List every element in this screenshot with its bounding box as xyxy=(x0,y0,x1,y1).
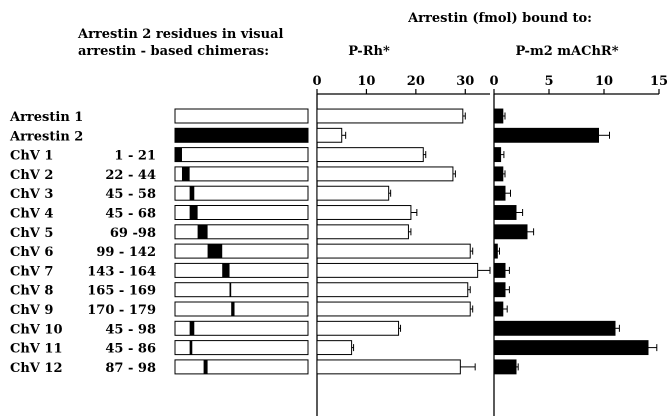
schematic-bar-arrestin-2 xyxy=(174,127,309,143)
bar-p-rh-chv-7 xyxy=(316,262,479,278)
schematic-segment-chv-12 xyxy=(203,359,208,374)
bar-p-m2-chv-10 xyxy=(493,320,616,336)
schematic-bar-chv-12 xyxy=(174,359,309,375)
rows-layer: Arrestin 1 Arrestin 2 ChV 1 1 - 21 ChV 2 22 -… xyxy=(9,108,309,376)
bar-p-rh-chv-4 xyxy=(316,205,412,220)
schematic-header-line-2: arrestin - based chimeras: xyxy=(78,44,269,59)
bar-p-m2-chv-2 xyxy=(493,166,504,182)
schematic-segment-chv-11 xyxy=(189,340,193,355)
bar-p-rh-chv-3 xyxy=(316,185,390,201)
bar-p-m2-chv-3 xyxy=(493,185,506,201)
x-tick-label: 30 xyxy=(456,74,474,89)
schematic-bar-chv-5 xyxy=(174,224,309,240)
schematic-bar-chv-11 xyxy=(174,340,309,356)
bar-p-m2-chv-11 xyxy=(493,340,649,356)
bar-p-m2-arrestin-1 xyxy=(493,108,504,124)
schematic-bar-chv-7 xyxy=(174,262,309,278)
row-label: ChV 2 xyxy=(10,168,53,183)
residue-range: 45 - 98 xyxy=(105,322,156,337)
x-tick-label: 10 xyxy=(357,74,375,89)
bar-p-rh-chv-2 xyxy=(316,166,454,182)
schematic-bar-chv-3 xyxy=(174,185,309,201)
bar-p-m2-arrestin-2 xyxy=(493,127,599,143)
schematic-segment-chv-10 xyxy=(189,321,195,336)
schematic-bar-chv-6 xyxy=(174,243,309,259)
schematic-segment-chv-8 xyxy=(229,282,232,297)
bar-p-m2-chv-6 xyxy=(493,243,498,259)
schematic-bar-chv-4 xyxy=(174,205,309,220)
bar-p-rh-chv-8 xyxy=(316,282,469,298)
row-label: ChV 12 xyxy=(10,361,63,376)
schematic-segment-chv-6 xyxy=(207,244,223,259)
bar-p-rh-chv-10 xyxy=(316,320,400,336)
residue-range: 99 - 142 xyxy=(96,245,156,260)
schematic-bar-chv-2 xyxy=(174,166,309,182)
bar-p-m2-chv-1 xyxy=(493,147,502,163)
residue-range: 22 - 44 xyxy=(105,168,156,183)
schematic-bar-chv-9 xyxy=(174,301,309,317)
schematic-bar-chv-8 xyxy=(174,282,309,298)
bar-p-m2-chv-8 xyxy=(493,282,506,298)
row-label: Arrestin 1 xyxy=(9,110,83,125)
schematic-segment-chv-9 xyxy=(231,302,235,316)
chart-title: Arrestin (fmol) bound to: xyxy=(407,11,592,26)
row-label: ChV 11 xyxy=(10,342,63,357)
bar-p-rh-arrestin-2 xyxy=(316,127,343,143)
bar-p-rh-arrestin-1 xyxy=(316,108,464,124)
x-tick-label: 15 xyxy=(650,74,668,89)
x-tick-label: 0 xyxy=(312,74,321,89)
bar-p-m2-chv-12 xyxy=(493,359,517,375)
bar-p-rh-chv-1 xyxy=(316,147,424,163)
x-tick-label: 5 xyxy=(544,74,553,89)
residue-range: 143 - 164 xyxy=(87,264,156,279)
residue-range: 165 - 169 xyxy=(87,284,156,299)
schematic-header-line-1: Arrestin 2 residues in visual xyxy=(77,27,284,42)
residue-range: 1 - 21 xyxy=(114,149,156,164)
schematic-segment-chv-3 xyxy=(189,186,195,201)
row-label: ChV 4 xyxy=(10,207,53,222)
schematic-segment-chv-5 xyxy=(197,224,208,239)
schematic-bar-chv-10 xyxy=(174,320,309,336)
bar-p-rh-chv-12 xyxy=(316,359,461,375)
bar-p-m2-chv-7 xyxy=(493,262,506,278)
x-tick-label: 20 xyxy=(407,74,425,89)
x-tick-label: 10 xyxy=(595,74,613,89)
x-tick-label: 0 xyxy=(489,74,498,89)
panel-title-p-rh: P-Rh* xyxy=(348,44,390,59)
panel-layer: 0 10 20 30 0 5 10 15 xyxy=(312,74,668,416)
bar-p-m2-chv-5 xyxy=(493,224,528,240)
row-label: Arrestin 2 xyxy=(9,129,83,144)
row-label: ChV 8 xyxy=(10,284,53,299)
row-label: ChV 3 xyxy=(10,187,53,202)
residue-range: 87 - 98 xyxy=(105,361,156,376)
schematic-segment-chv-4 xyxy=(189,205,198,220)
schematic-bar-chv-1 xyxy=(174,147,309,163)
panel-title-p-m2: P-m2 mAChR* xyxy=(515,44,618,59)
residue-range: 45 - 58 xyxy=(105,187,156,202)
bar-p-m2-chv-9 xyxy=(493,301,504,317)
row-label: ChV 6 xyxy=(10,245,53,260)
residue-range: 45 - 86 xyxy=(105,342,156,357)
bar-p-rh-chv-6 xyxy=(316,243,471,259)
row-label: ChV 1 xyxy=(10,149,53,164)
row-label: ChV 9 xyxy=(10,303,53,318)
row-label: ChV 5 xyxy=(10,226,53,241)
row-label: ChV 7 xyxy=(10,264,53,279)
bar-p-m2-chv-4 xyxy=(493,205,517,220)
schematic-segment-chv-7 xyxy=(222,263,230,278)
bar-p-rh-chv-11 xyxy=(316,340,353,356)
residue-range: 69 -98 xyxy=(110,226,156,241)
bar-p-rh-chv-5 xyxy=(316,224,409,240)
schematic-bar-arrestin-1 xyxy=(174,108,309,124)
schematic-segment-chv-1 xyxy=(175,147,182,162)
residue-range: 170 - 179 xyxy=(87,303,156,318)
bar-p-rh-chv-9 xyxy=(316,301,471,317)
row-label: ChV 10 xyxy=(10,322,63,337)
schematic-segment-chv-2 xyxy=(181,166,190,181)
residue-range: 45 - 68 xyxy=(105,207,156,222)
